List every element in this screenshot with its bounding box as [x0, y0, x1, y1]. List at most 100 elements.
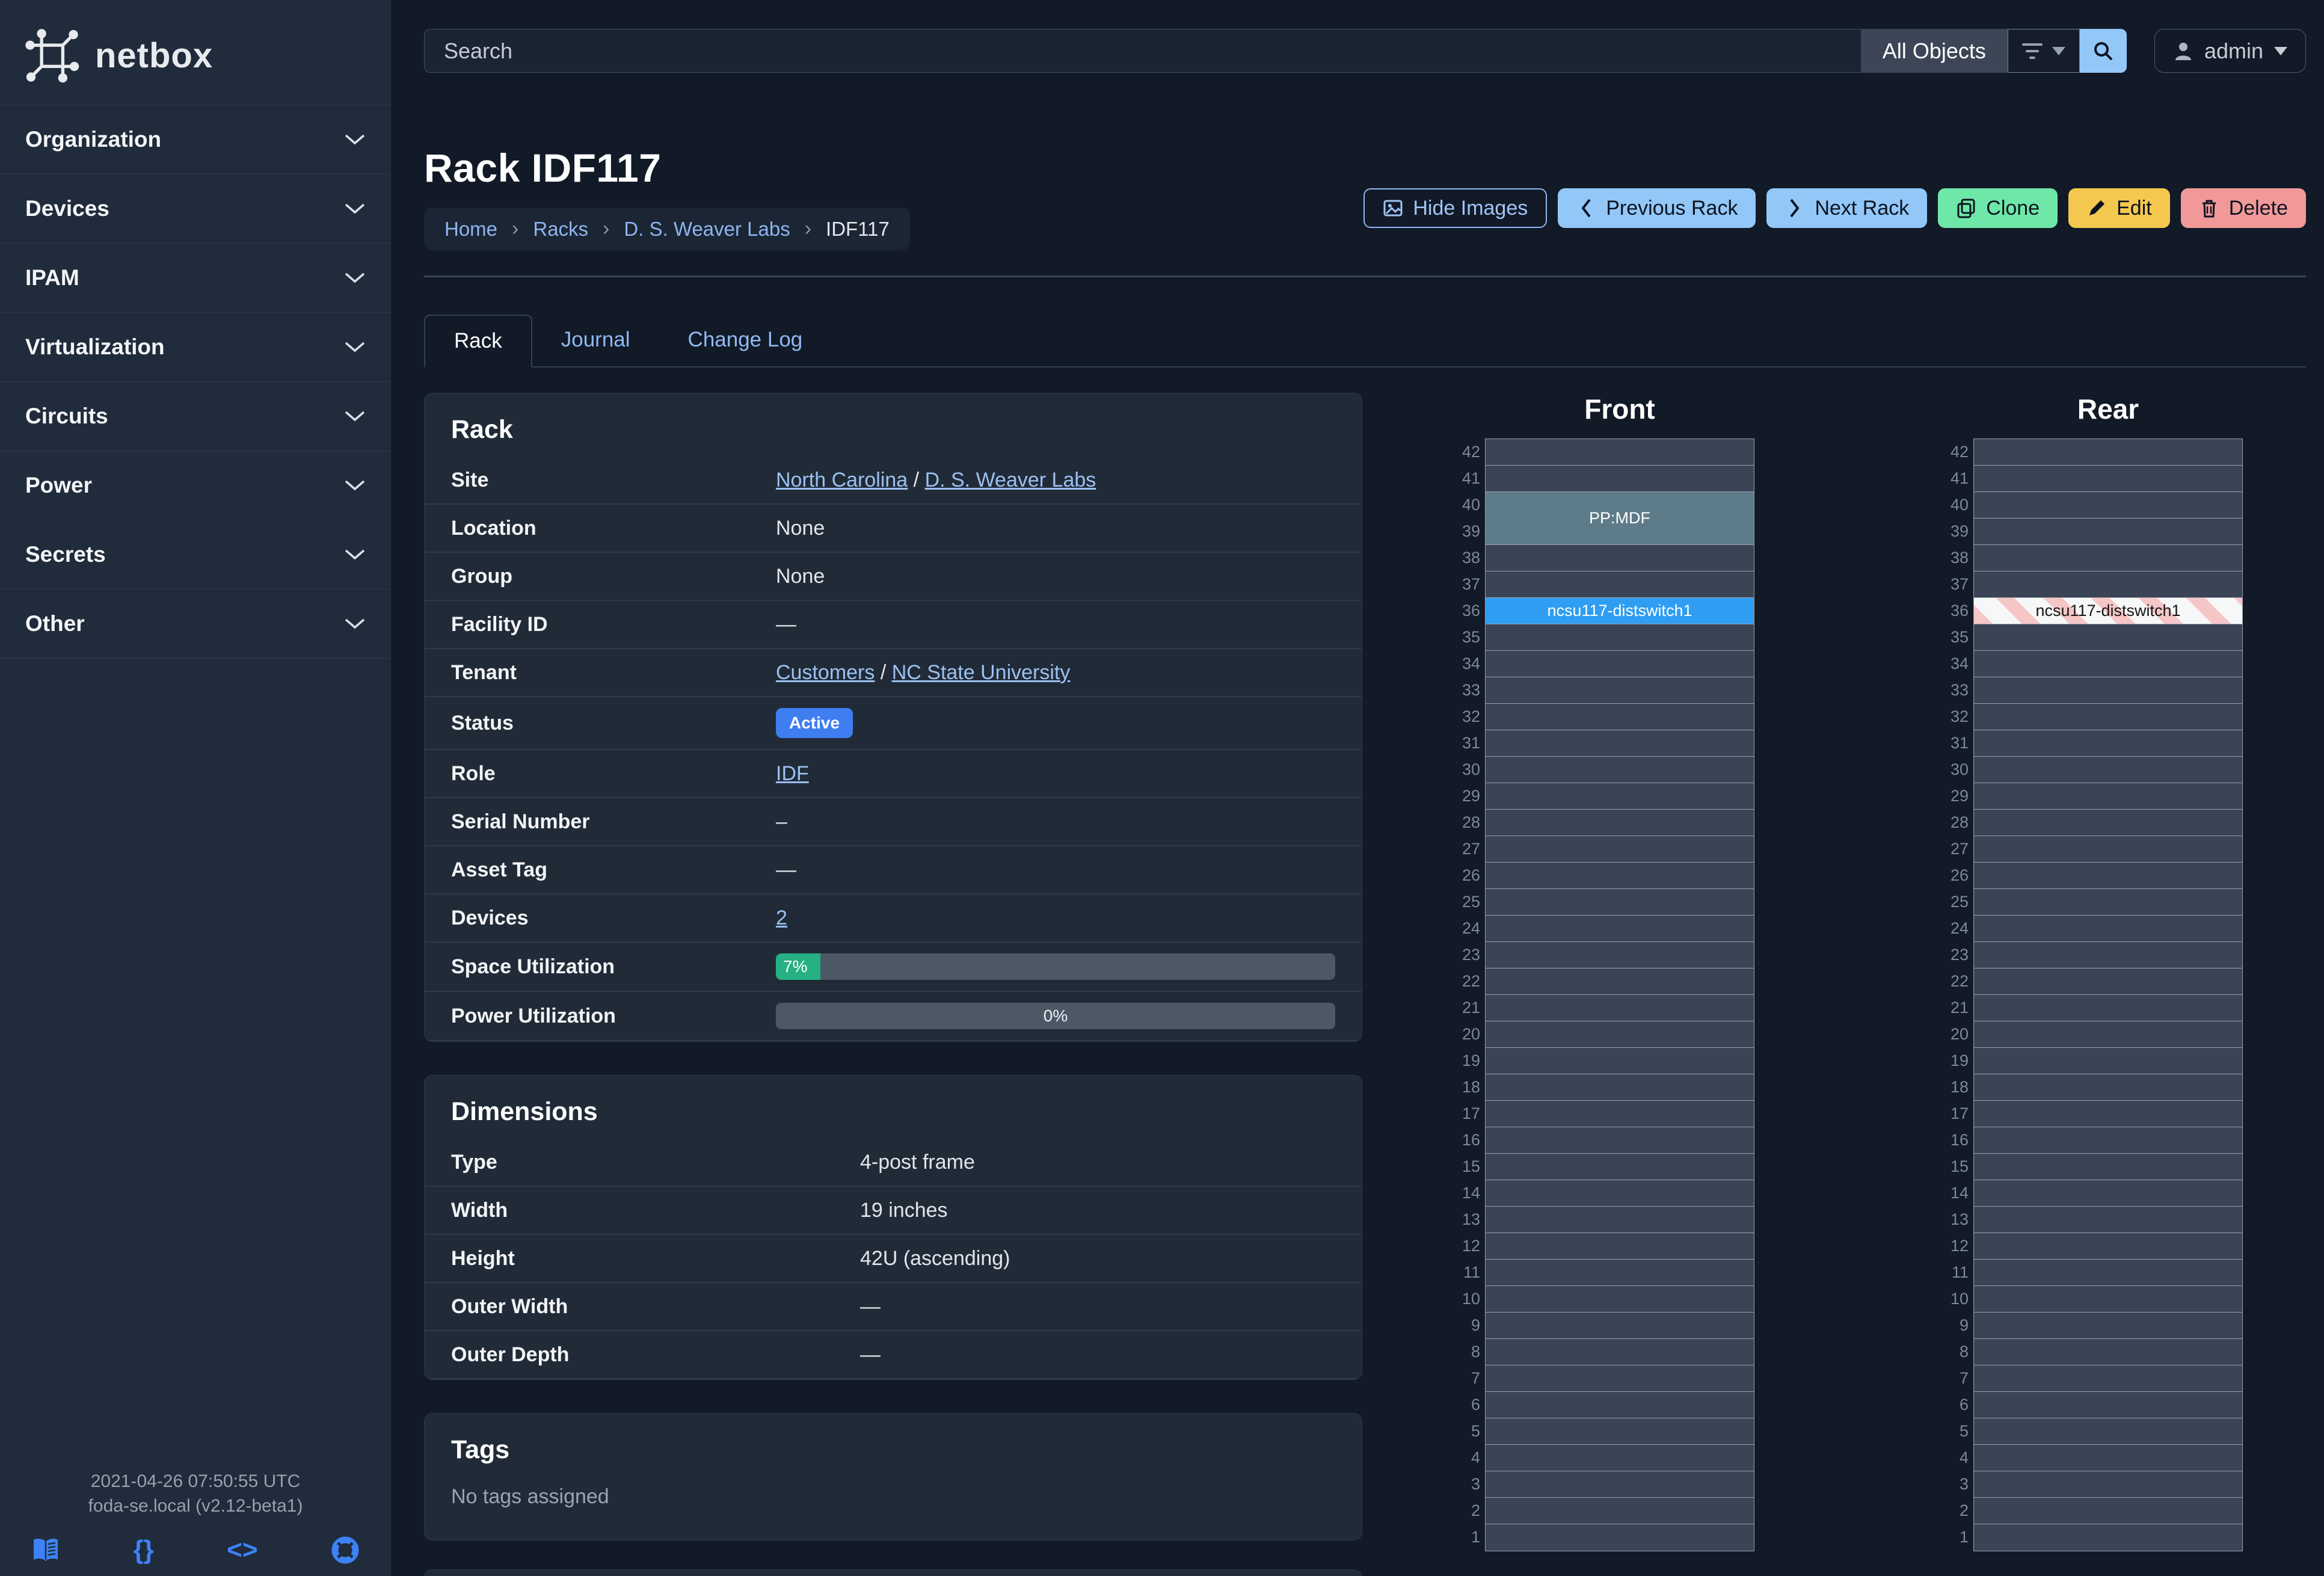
value-link-2[interactable]: 2	[776, 906, 787, 929]
empty-unit-21[interactable]	[1486, 995, 1754, 1021]
empty-unit-4[interactable]	[1974, 1445, 2242, 1471]
empty-unit-12[interactable]	[1974, 1233, 2242, 1260]
value-link-north-carolina[interactable]: North Carolina	[776, 468, 908, 491]
empty-unit-35[interactable]	[1974, 624, 2242, 651]
empty-unit-33[interactable]	[1974, 677, 2242, 704]
empty-unit-42[interactable]	[1486, 439, 1754, 466]
empty-unit-29[interactable]	[1486, 783, 1754, 810]
clone-button[interactable]: Clone	[1938, 188, 2058, 228]
empty-unit-28[interactable]	[1974, 810, 2242, 836]
empty-unit-15[interactable]	[1486, 1154, 1754, 1180]
source-code-icon[interactable]: <>	[227, 1535, 258, 1565]
empty-unit-17[interactable]	[1486, 1101, 1754, 1127]
tab-rack[interactable]: Rack	[424, 315, 532, 368]
value-link-customers[interactable]: Customers	[776, 660, 875, 684]
empty-unit-26[interactable]	[1486, 863, 1754, 889]
empty-unit-16[interactable]	[1974, 1127, 2242, 1154]
sidebar-item-circuits[interactable]: Circuits	[0, 382, 391, 451]
empty-unit-20[interactable]	[1974, 1021, 2242, 1048]
netbox-logo[interactable]: netbox	[0, 0, 391, 105]
empty-unit-6[interactable]	[1486, 1392, 1754, 1418]
empty-unit-30[interactable]	[1974, 757, 2242, 783]
empty-unit-11[interactable]	[1486, 1260, 1754, 1286]
tab-change-log[interactable]: Change Log	[687, 328, 803, 351]
value-link-idf[interactable]: IDF	[776, 762, 809, 785]
empty-unit-23[interactable]	[1486, 942, 1754, 968]
empty-unit-16[interactable]	[1486, 1127, 1754, 1154]
empty-unit-14[interactable]	[1486, 1180, 1754, 1207]
search-button[interactable]	[2079, 29, 2127, 73]
empty-unit-42[interactable]	[1974, 439, 2242, 466]
empty-unit-4[interactable]	[1486, 1445, 1754, 1471]
search-filter-button[interactable]	[2007, 29, 2080, 73]
empty-unit-38[interactable]	[1486, 545, 1754, 571]
previous-rack-button[interactable]: Previous Rack	[1558, 188, 1756, 228]
sidebar-item-other[interactable]: Other	[0, 589, 391, 659]
empty-unit-18[interactable]	[1974, 1074, 2242, 1101]
empty-unit-31[interactable]	[1974, 730, 2242, 757]
empty-unit-38[interactable]	[1974, 545, 2242, 571]
empty-unit-39[interactable]	[1974, 519, 2242, 545]
help-lifebuoy-icon[interactable]	[331, 1536, 360, 1565]
empty-unit-2[interactable]	[1486, 1498, 1754, 1524]
empty-unit-21[interactable]	[1974, 995, 2242, 1021]
hide-images-button[interactable]: Hide Images	[1363, 188, 1548, 228]
empty-unit-25[interactable]	[1486, 889, 1754, 916]
empty-unit-10[interactable]	[1486, 1286, 1754, 1313]
empty-unit-33[interactable]	[1486, 677, 1754, 704]
sidebar-item-devices[interactable]: Devices	[0, 174, 391, 244]
empty-unit-13[interactable]	[1486, 1207, 1754, 1233]
empty-unit-5[interactable]	[1974, 1418, 2242, 1445]
empty-unit-29[interactable]	[1974, 783, 2242, 810]
empty-unit-3[interactable]	[1486, 1471, 1754, 1498]
sidebar-item-secrets[interactable]: Secrets	[0, 520, 391, 589]
tab-journal[interactable]: Journal	[561, 328, 630, 351]
empty-unit-17[interactable]	[1974, 1101, 2242, 1127]
empty-unit-41[interactable]	[1486, 466, 1754, 492]
sidebar-item-ipam[interactable]: IPAM	[0, 244, 391, 313]
empty-unit-34[interactable]	[1486, 651, 1754, 677]
empty-unit-5[interactable]	[1486, 1418, 1754, 1445]
empty-unit-34[interactable]	[1974, 651, 2242, 677]
empty-unit-9[interactable]	[1974, 1313, 2242, 1339]
empty-unit-37[interactable]	[1486, 571, 1754, 598]
empty-unit-11[interactable]	[1974, 1260, 2242, 1286]
edit-button[interactable]: Edit	[2068, 188, 2170, 228]
next-rack-button[interactable]: Next Rack	[1766, 188, 1928, 228]
empty-unit-24[interactable]	[1486, 916, 1754, 942]
value-link-d-s-weaver-labs[interactable]: D. S. Weaver Labs	[924, 468, 1096, 491]
empty-unit-1[interactable]	[1486, 1524, 1754, 1551]
user-menu-button[interactable]: admin	[2154, 29, 2306, 73]
empty-unit-22[interactable]	[1974, 968, 2242, 995]
empty-unit-24[interactable]	[1974, 916, 2242, 942]
delete-button[interactable]: Delete	[2180, 188, 2306, 228]
search-input[interactable]	[424, 29, 1861, 73]
empty-unit-27[interactable]	[1974, 836, 2242, 863]
sidebar-item-power[interactable]: Power	[0, 451, 391, 520]
empty-unit-2[interactable]	[1974, 1498, 2242, 1524]
empty-unit-9[interactable]	[1486, 1313, 1754, 1339]
empty-unit-19[interactable]	[1486, 1048, 1754, 1074]
empty-unit-1[interactable]	[1974, 1524, 2242, 1551]
docs-book-icon[interactable]	[31, 1536, 60, 1565]
search-scope[interactable]: All Objects	[1860, 29, 2008, 73]
empty-unit-14[interactable]	[1974, 1180, 2242, 1207]
empty-unit-7[interactable]	[1974, 1365, 2242, 1392]
sidebar-item-organization[interactable]: Organization	[0, 105, 391, 174]
empty-unit-41[interactable]	[1974, 466, 2242, 492]
empty-unit-35[interactable]	[1486, 624, 1754, 651]
empty-unit-3[interactable]	[1974, 1471, 2242, 1498]
empty-unit-23[interactable]	[1974, 942, 2242, 968]
empty-unit-27[interactable]	[1486, 836, 1754, 863]
empty-unit-28[interactable]	[1486, 810, 1754, 836]
empty-unit-15[interactable]	[1974, 1154, 2242, 1180]
empty-unit-37[interactable]	[1974, 571, 2242, 598]
empty-unit-30[interactable]	[1486, 757, 1754, 783]
empty-unit-13[interactable]	[1974, 1207, 2242, 1233]
empty-unit-32[interactable]	[1974, 704, 2242, 730]
empty-unit-22[interactable]	[1486, 968, 1754, 995]
empty-unit-6[interactable]	[1974, 1392, 2242, 1418]
empty-unit-20[interactable]	[1486, 1021, 1754, 1048]
empty-unit-18[interactable]	[1486, 1074, 1754, 1101]
empty-unit-26[interactable]	[1974, 863, 2242, 889]
